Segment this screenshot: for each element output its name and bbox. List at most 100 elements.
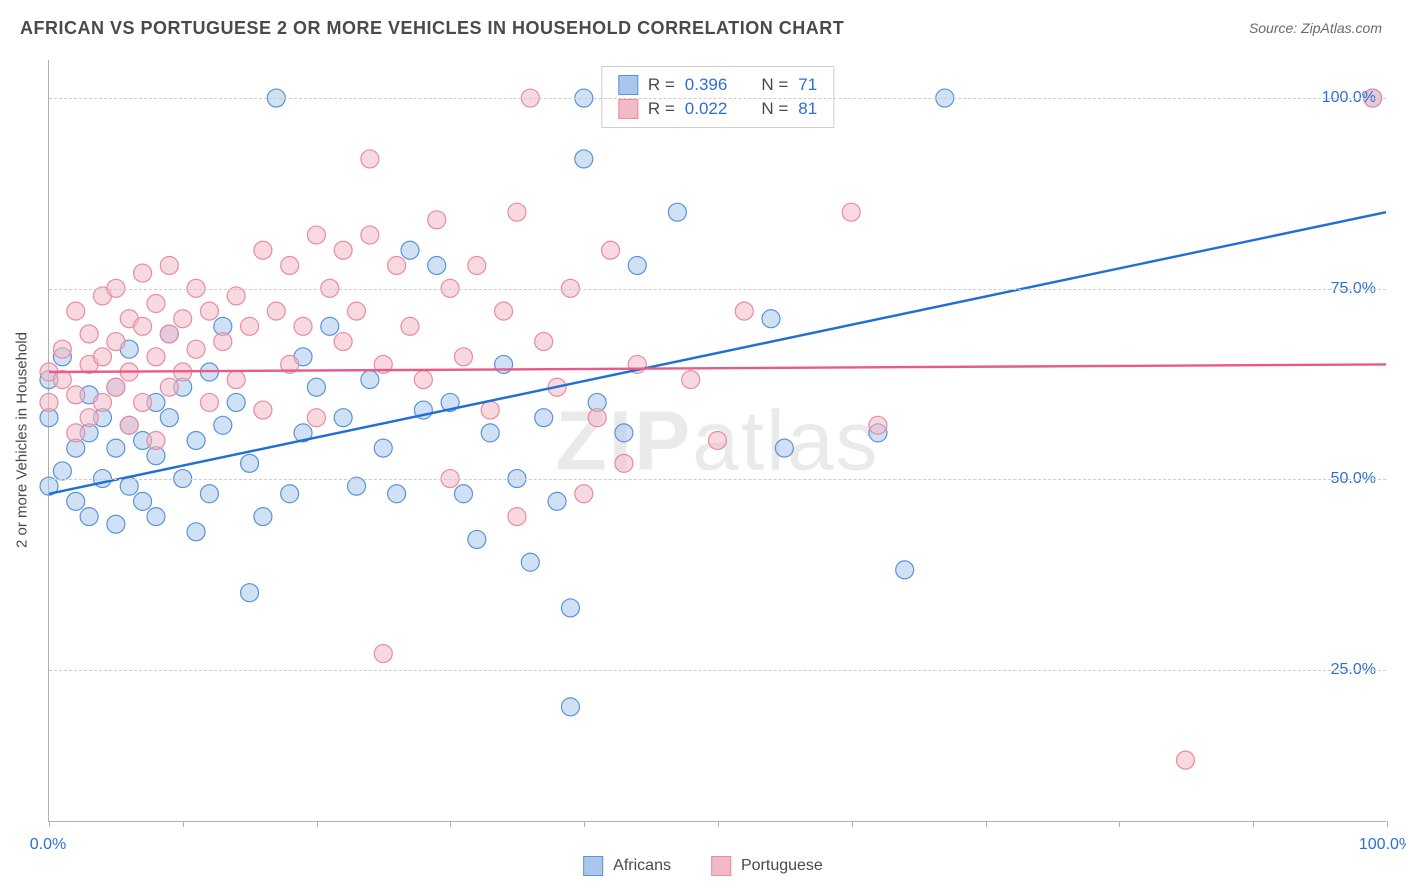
data-point <box>374 645 392 663</box>
data-point <box>200 393 218 411</box>
chart-svg <box>49 60 1386 821</box>
gridline <box>49 670 1386 671</box>
legend-bottom: AfricansPortuguese <box>583 856 823 876</box>
data-point <box>281 256 299 274</box>
data-point <box>227 287 245 305</box>
data-point <box>53 340 71 358</box>
data-point <box>134 393 152 411</box>
data-point <box>615 424 633 442</box>
data-point <box>361 371 379 389</box>
data-point <box>588 409 606 427</box>
legend-r-value: 0.396 <box>685 75 728 95</box>
x-tick <box>450 821 451 827</box>
data-point <box>307 409 325 427</box>
x-tick <box>1387 821 1388 827</box>
data-point <box>267 302 285 320</box>
data-point <box>321 317 339 335</box>
legend-top: R =0.396N =71R =0.022N =81 <box>601 66 834 128</box>
data-point <box>254 508 272 526</box>
data-point <box>521 553 539 571</box>
data-point <box>134 264 152 282</box>
data-point <box>147 508 165 526</box>
data-point <box>428 211 446 229</box>
data-point <box>495 355 513 373</box>
data-point <box>187 432 205 450</box>
data-point <box>348 302 366 320</box>
gridline <box>49 289 1386 290</box>
data-point <box>120 416 138 434</box>
x-tick <box>852 821 853 827</box>
data-point <box>80 409 98 427</box>
data-point <box>401 241 419 259</box>
data-point <box>454 348 472 366</box>
data-point <box>53 462 71 480</box>
data-point <box>575 150 593 168</box>
data-point <box>428 256 446 274</box>
chart-container: AFRICAN VS PORTUGUESE 2 OR MORE VEHICLES… <box>0 0 1406 892</box>
data-point <box>200 485 218 503</box>
data-point <box>481 424 499 442</box>
data-point <box>1176 751 1194 769</box>
x-tick <box>584 821 585 827</box>
data-point <box>468 256 486 274</box>
x-tick <box>1119 821 1120 827</box>
data-point <box>896 561 914 579</box>
data-point <box>307 226 325 244</box>
legend-swatch <box>583 856 603 876</box>
legend-n-label: N = <box>761 99 788 119</box>
data-point <box>160 378 178 396</box>
legend-swatch <box>618 75 638 95</box>
data-point <box>241 584 259 602</box>
data-point <box>147 295 165 313</box>
legend-r-label: R = <box>648 75 675 95</box>
data-point <box>214 416 232 434</box>
data-point <box>401 317 419 335</box>
data-point <box>67 302 85 320</box>
data-point <box>508 508 526 526</box>
legend-n-value: 81 <box>798 99 817 119</box>
legend-top-row: R =0.396N =71 <box>618 73 817 97</box>
data-point <box>294 317 312 335</box>
data-point <box>107 515 125 533</box>
trend-line <box>49 212 1386 494</box>
data-point <box>495 302 513 320</box>
data-point <box>468 530 486 548</box>
data-point <box>735 302 753 320</box>
data-point <box>508 203 526 221</box>
data-point <box>548 492 566 510</box>
x-tick-label: 0.0% <box>30 836 66 854</box>
data-point <box>40 393 58 411</box>
data-point <box>334 409 352 427</box>
data-point <box>334 333 352 351</box>
data-point <box>561 599 579 617</box>
data-point <box>107 378 125 396</box>
data-point <box>241 454 259 472</box>
legend-swatch <box>711 856 731 876</box>
data-point <box>107 333 125 351</box>
y-axis-label: 2 or more Vehicles in Household <box>14 332 31 548</box>
data-point <box>227 393 245 411</box>
data-point <box>160 409 178 427</box>
data-point <box>682 371 700 389</box>
data-point <box>174 310 192 328</box>
data-point <box>107 439 125 457</box>
data-point <box>775 439 793 457</box>
legend-bottom-label: Portuguese <box>741 857 823 875</box>
x-tick <box>986 821 987 827</box>
data-point <box>80 508 98 526</box>
data-point <box>334 241 352 259</box>
data-point <box>134 492 152 510</box>
trend-line <box>49 364 1386 372</box>
data-point <box>388 256 406 274</box>
data-point <box>535 409 553 427</box>
data-point <box>147 348 165 366</box>
x-tick <box>49 821 50 827</box>
data-point <box>200 302 218 320</box>
gridline <box>49 479 1386 480</box>
data-point <box>361 226 379 244</box>
data-point <box>454 485 472 503</box>
data-point <box>615 454 633 472</box>
data-point <box>561 698 579 716</box>
plot-area: ZIPatlas R =0.396N =71R =0.022N =81 25.0… <box>48 60 1386 822</box>
data-point <box>227 371 245 389</box>
